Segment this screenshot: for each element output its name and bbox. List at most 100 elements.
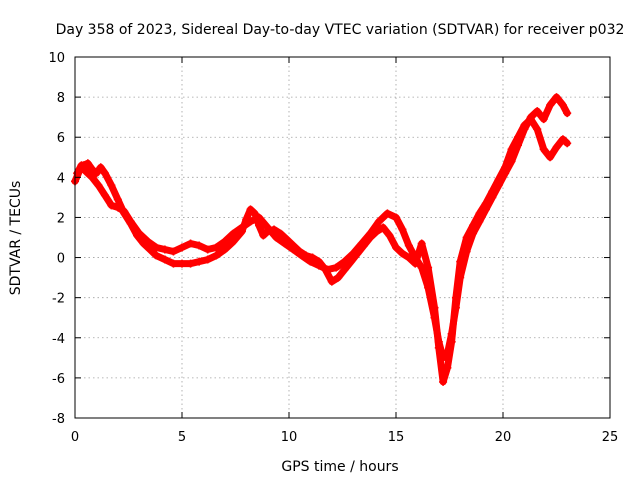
data-point [349, 249, 358, 258]
data-point [462, 247, 471, 256]
data-point [81, 167, 90, 176]
data-point [332, 263, 341, 272]
data-point [100, 169, 109, 178]
grid [75, 57, 610, 418]
data-point [546, 153, 555, 162]
data-point [212, 251, 221, 260]
data-point [520, 125, 529, 134]
data-point [533, 125, 542, 134]
data-series [71, 93, 572, 386]
data-point [469, 229, 478, 238]
data-point [289, 245, 298, 254]
data-point [488, 193, 497, 202]
data-point [143, 237, 152, 246]
data-point [107, 201, 116, 210]
data-point [424, 283, 433, 292]
y-tick-label: 10 [48, 51, 65, 66]
data-point [357, 239, 366, 248]
data-point [263, 223, 272, 232]
y-tick-label: 8 [57, 91, 65, 106]
data-point [340, 265, 349, 274]
data-point [120, 207, 129, 216]
data-point [276, 229, 285, 238]
data-point [160, 255, 169, 264]
data-point [135, 229, 144, 238]
data-point [229, 229, 238, 238]
data-point [77, 161, 86, 170]
y-tick-label: 6 [57, 131, 65, 146]
x-tick-label: 0 [71, 430, 79, 445]
x-tick-label: 25 [602, 430, 619, 445]
y-tick-label: -2 [52, 292, 65, 307]
data-point [383, 209, 392, 218]
data-point [385, 231, 394, 240]
data-point [152, 251, 161, 260]
data-point [439, 377, 448, 386]
data-point [220, 237, 229, 246]
data-point [552, 143, 561, 152]
data-point [195, 257, 204, 266]
data-point [558, 101, 567, 110]
data-point [126, 217, 135, 226]
y-tick-label: 2 [57, 211, 65, 226]
data-point [507, 157, 516, 166]
data-point [186, 239, 195, 248]
data-point [73, 169, 82, 178]
data-point [92, 169, 101, 178]
data-point [398, 249, 407, 258]
data-point [558, 135, 567, 144]
data-point [417, 263, 426, 272]
data-point [113, 195, 122, 204]
x-tick-label: 10 [281, 430, 298, 445]
data-point [481, 205, 490, 214]
data-point [203, 245, 212, 254]
data-point [501, 169, 510, 178]
y-tick-label: 0 [57, 252, 65, 267]
x-tick-label: 20 [495, 430, 512, 445]
data-point [203, 255, 212, 264]
data-point [160, 245, 169, 254]
x-tick-label: 5 [178, 430, 186, 445]
data-point [88, 165, 97, 174]
data-point [152, 243, 161, 252]
x-axis-label: GPS time / hours [281, 459, 398, 475]
data-point [178, 259, 186, 268]
data-point [411, 253, 420, 262]
data-point [246, 205, 255, 214]
data-point [306, 257, 315, 266]
data-point [430, 313, 439, 322]
data-point [404, 241, 413, 250]
data-point [169, 259, 178, 268]
data-point [392, 243, 400, 252]
data-point [340, 257, 349, 266]
y-axis-label: SDTVAR / TECUs [8, 181, 24, 296]
data-point [259, 231, 268, 240]
data-point [178, 243, 186, 252]
axes: 0 5 10 15 20 25 -8 -6 -4 -2 0 2 4 6 8 10 [48, 51, 618, 445]
data-point [195, 241, 204, 250]
data-point [229, 237, 238, 246]
data-point [475, 217, 484, 226]
data-point [246, 217, 255, 226]
data-point [513, 141, 522, 150]
data-point [494, 181, 503, 190]
data-point [334, 273, 343, 282]
data-point [552, 93, 561, 102]
data-point [113, 203, 122, 212]
x-tick-label: 15 [388, 430, 405, 445]
series-line-track-a [71, 115, 571, 386]
y-tick-label: -6 [52, 372, 65, 387]
plot-frame [74, 56, 611, 419]
y-tick-label: -4 [52, 332, 65, 347]
data-point [526, 113, 535, 122]
data-point [314, 261, 323, 270]
data-point [366, 229, 375, 238]
data-point [100, 191, 109, 200]
data-point [447, 329, 456, 338]
data-point [212, 243, 221, 252]
data-point [280, 239, 289, 248]
data-point [439, 353, 448, 362]
data-point [237, 223, 246, 232]
data-point [220, 245, 229, 254]
